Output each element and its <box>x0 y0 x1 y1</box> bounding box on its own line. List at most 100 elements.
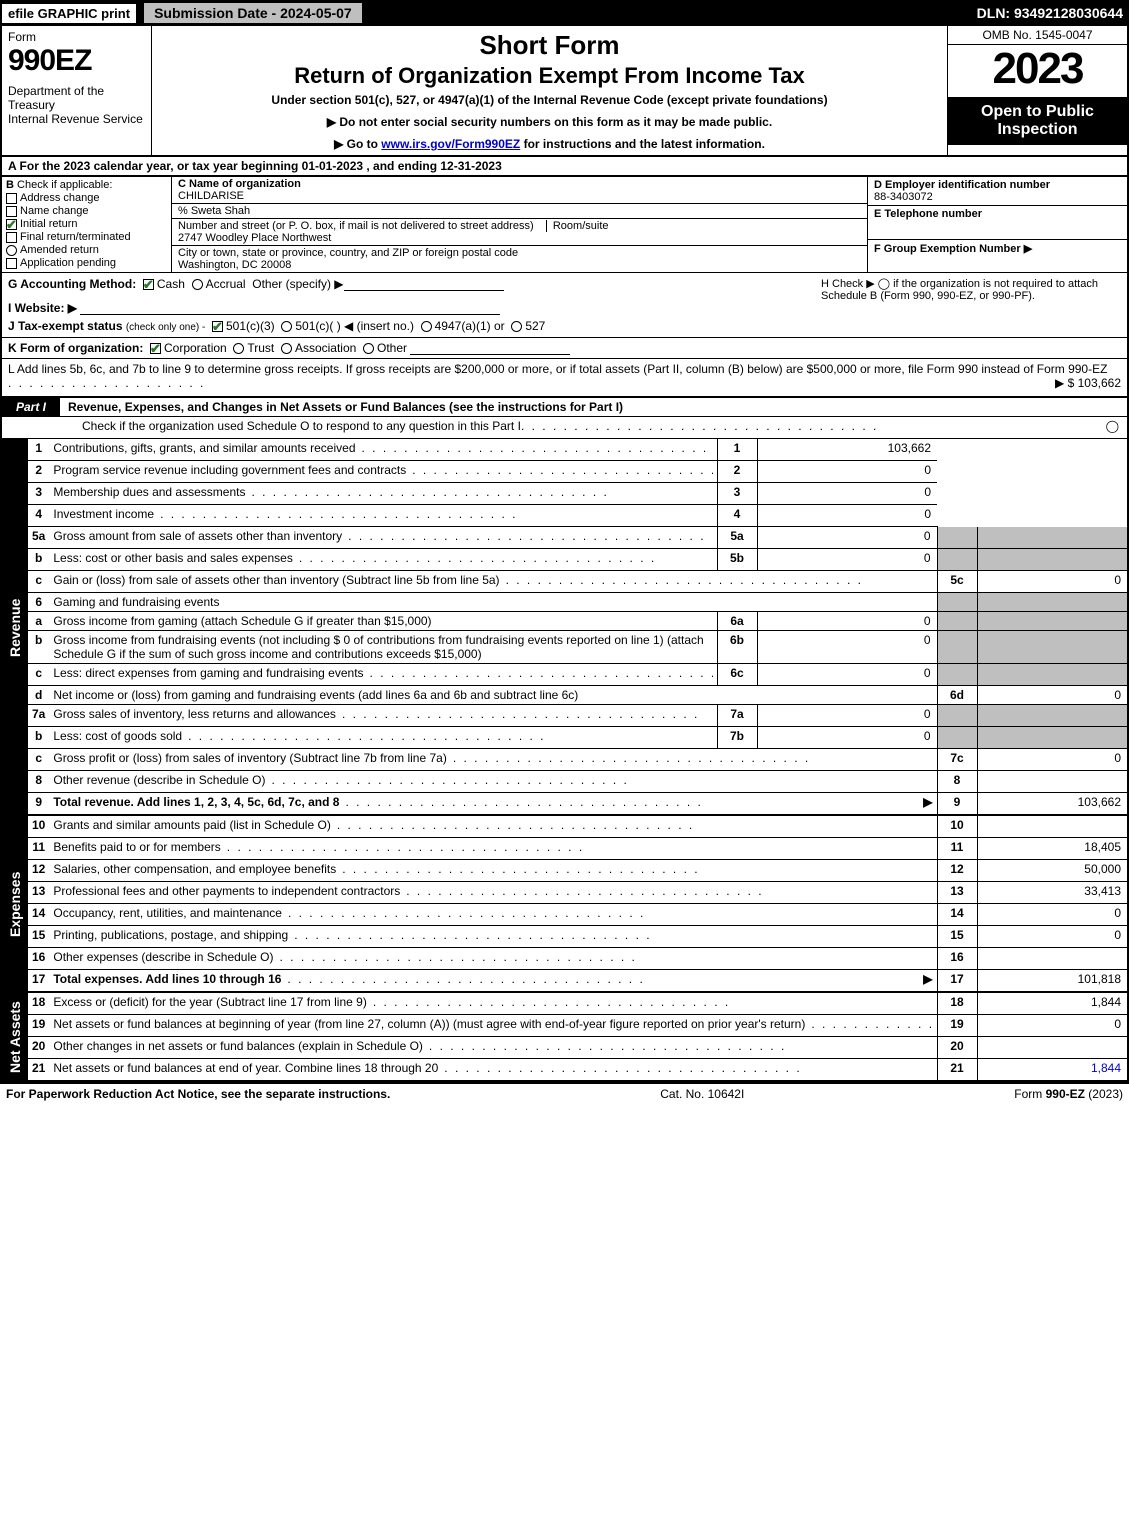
part1-sub-text: Check if the organization used Schedule … <box>82 419 521 436</box>
line-6c: cLess: direct expenses from gaming and f… <box>15 664 1127 686</box>
header-right: OMB No. 1545-0047 2023 Open to Public In… <box>947 26 1127 155</box>
cb-other[interactable] <box>363 343 374 354</box>
j-label: J Tax-exempt status <box>8 319 123 333</box>
netassets-block: Net Assets 18Excess or (deficit) for the… <box>0 993 1129 1083</box>
cb-amended-return[interactable]: Amended return <box>6 244 167 256</box>
ein: 88-3403072 <box>874 191 1121 203</box>
line-g: G Accounting Method: Cash Accrual Other … <box>8 277 821 291</box>
expenses-side: Expenses <box>2 816 28 993</box>
section-ghij: G Accounting Method: Cash Accrual Other … <box>0 273 1129 338</box>
paperwork-notice: For Paperwork Reduction Act Notice, see … <box>6 1087 390 1101</box>
line-h: H Check ▶ ◯ if the organization is not r… <box>821 277 1121 333</box>
under-section: Under section 501(c), 527, or 4947(a)(1)… <box>160 93 939 107</box>
cat-no: Cat. No. 10642I <box>390 1087 1014 1101</box>
top-bar: efile GRAPHIC print Submission Date - 20… <box>0 0 1129 26</box>
expenses-table: 10Grants and similar amounts paid (list … <box>2 816 1127 993</box>
netassets-side: Net Assets <box>2 993 28 1081</box>
line-17: 17Total expenses. Add lines 10 through 1… <box>15 970 1127 993</box>
cb-527[interactable] <box>511 321 522 332</box>
part1-tab: Part I <box>2 398 60 416</box>
line-5b: bLess: cost or other basis and sales exp… <box>15 549 1127 571</box>
cb-cash[interactable] <box>143 279 154 290</box>
cb-association[interactable] <box>281 343 292 354</box>
line-1: 1Contributions, gifts, grants, and simil… <box>15 439 1127 461</box>
line-13: 13Professional fees and other payments t… <box>15 882 1127 904</box>
revenue-side: Revenue <box>2 439 28 816</box>
form-ref: Form 990-EZ (2023) <box>1014 1087 1123 1101</box>
cb-trust[interactable] <box>233 343 244 354</box>
room-label: Room/suite <box>546 220 609 232</box>
cb-final-return[interactable]: Final return/terminated <box>6 231 167 243</box>
line-21: 21Net assets or fund balances at end of … <box>15 1059 1127 1081</box>
line-3: 3Membership dues and assessments30 <box>15 483 1127 505</box>
cb-address-change[interactable]: Address change <box>6 192 167 204</box>
line-6a: aGross income from gaming (attach Schedu… <box>15 612 1127 631</box>
line-9: 9Total revenue. Add lines 1, 2, 3, 4, 5c… <box>15 793 1127 816</box>
revenue-table: 1Contributions, gifts, grants, and simil… <box>2 439 1127 816</box>
city: Washington, DC 20008 <box>178 259 861 271</box>
cb-accrual[interactable] <box>192 279 203 290</box>
e-phone: E Telephone number <box>868 206 1127 240</box>
c-name-row: C Name of organization CHILDARISE <box>172 177 867 204</box>
k-label: K Form of organization: <box>8 341 143 355</box>
instruction-1: ▶ Do not enter social security numbers o… <box>160 115 939 129</box>
section-k: K Form of organization: Corporation Trus… <box>0 338 1129 359</box>
line-6d: dNet income or (loss) from gaming and fu… <box>15 686 1127 705</box>
cb-corporation[interactable] <box>150 343 161 354</box>
g-label: G Accounting Method: <box>8 277 136 291</box>
cb-501c[interactable] <box>281 321 292 332</box>
line-16: 16Other expenses (describe in Schedule O… <box>15 948 1127 970</box>
form-header: Form 990EZ Department of the Treasury In… <box>0 26 1129 157</box>
c-pct: % Sweta Shah <box>172 204 867 219</box>
dln: DLN: 93492128030644 <box>977 5 1129 21</box>
cb-name-change[interactable]: Name change <box>6 205 167 217</box>
row-a: A For the 2023 calendar year, or tax yea… <box>0 157 1129 177</box>
part1-sub: Check if the organization used Schedule … <box>0 417 1129 439</box>
line-5a: 5aGross amount from sale of assets other… <box>15 527 1127 549</box>
line-6: 6Gaming and fundraising events <box>15 593 1127 612</box>
revenue-block: Revenue 1Contributions, gifts, grants, a… <box>0 439 1129 816</box>
c-city-row: City or town, state or province, country… <box>172 246 867 272</box>
short-form-title: Short Form <box>160 30 939 61</box>
line-12: 12Salaries, other compensation, and empl… <box>15 860 1127 882</box>
f-group: F Group Exemption Number ▶ <box>868 240 1127 257</box>
instruction-2: ▶ Go to www.irs.gov/Form990EZ for instru… <box>160 137 939 151</box>
cb-501c3[interactable] <box>212 321 223 332</box>
city-label: City or town, state or province, country… <box>178 247 861 259</box>
efile-label: efile GRAPHIC print <box>0 2 138 25</box>
cb-initial-return[interactable]: Initial return <box>6 218 167 230</box>
open-inspection: Open to Public Inspection <box>948 97 1127 145</box>
return-title: Return of Organization Exempt From Incom… <box>160 63 939 89</box>
line-20: 20Other changes in net assets or fund ba… <box>15 1037 1127 1059</box>
col-d: D Employer identification number 88-3403… <box>867 177 1127 272</box>
section-l: L Add lines 5b, 6c, and 7b to line 9 to … <box>0 359 1129 398</box>
street-label: Number and street (or P. O. box, if mail… <box>178 220 534 232</box>
header-left: Form 990EZ Department of the Treasury In… <box>2 26 152 155</box>
col-b: B Check if applicable: Address change Na… <box>2 177 172 272</box>
tax-year: 2023 <box>948 45 1127 97</box>
submission-date: Submission Date - 2024-05-07 <box>142 1 364 25</box>
line-19: 19Net assets or fund balances at beginni… <box>15 1015 1127 1037</box>
c-label: C Name of organization <box>178 178 861 190</box>
b-label: B <box>6 179 14 191</box>
line-6b: bGross income from fundraising events (n… <box>15 631 1127 664</box>
part1-title: Revenue, Expenses, and Changes in Net As… <box>60 398 1127 416</box>
line-7b: bLess: cost of goods sold7b0 <box>15 727 1127 749</box>
line-7c: cGross profit or (loss) from sales of in… <box>15 749 1127 771</box>
line-j: J Tax-exempt status (check only one) - 5… <box>8 319 821 333</box>
c-street-row: Number and street (or P. O. box, if mail… <box>172 219 867 246</box>
cb-application-pending[interactable]: Application pending <box>6 257 167 269</box>
line-4: 4Investment income40 <box>15 505 1127 527</box>
cb-4947[interactable] <box>421 321 432 332</box>
inst2-post: for instructions and the latest informat… <box>520 137 765 151</box>
irs-link[interactable]: www.irs.gov/Form990EZ <box>381 137 520 151</box>
d-label: D Employer identification number <box>874 179 1121 191</box>
line-8: 8Other revenue (describe in Schedule O)8 <box>15 771 1127 793</box>
form-number: 990EZ <box>8 44 145 78</box>
d-ein-row: D Employer identification number 88-3403… <box>868 177 1127 206</box>
part1-header: Part I Revenue, Expenses, and Changes in… <box>0 398 1129 417</box>
part1-sub-check[interactable]: ◯ <box>1098 419 1119 436</box>
other-blank <box>344 279 504 291</box>
line-2: 2Program service revenue including gover… <box>15 461 1127 483</box>
netassets-table: 18Excess or (deficit) for the year (Subt… <box>2 993 1127 1081</box>
